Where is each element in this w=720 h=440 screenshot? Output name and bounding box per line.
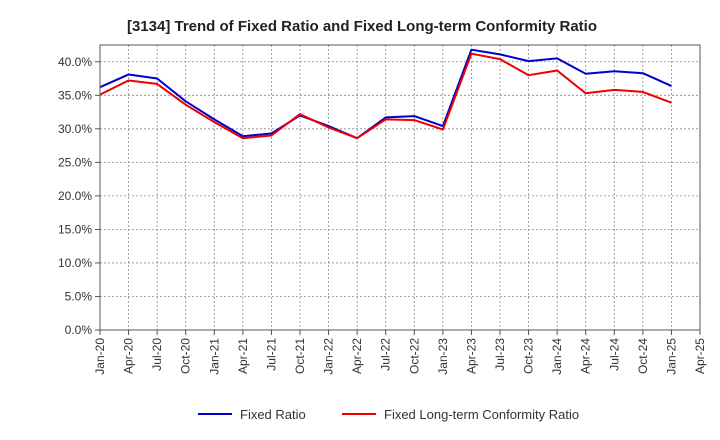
grid [100, 45, 700, 330]
y-tick-label: 25.0% [58, 155, 92, 169]
x-tick-label: Jan-23 [436, 338, 450, 375]
x-tick-label: Apr-20 [122, 338, 136, 374]
y-tick-label: 15.0% [58, 222, 92, 236]
x-tick-label: Oct-21 [293, 338, 307, 374]
chart-title: [3134] Trend of Fixed Ratio and Fixed Lo… [127, 18, 597, 35]
x-tick-label: Apr-25 [693, 338, 707, 374]
plot-frame [99, 44, 701, 331]
x-tick-label: Oct-24 [636, 338, 650, 374]
x-tick-label: Jan-20 [93, 338, 107, 375]
x-tick-label: Jul-21 [264, 338, 278, 371]
x-tick-label: Jul-23 [493, 338, 507, 371]
x-tick-label: Jan-21 [207, 338, 221, 375]
x-tick-label: Jul-22 [379, 338, 393, 371]
x-tick-label: Oct-20 [179, 338, 193, 374]
x-tick-label: Apr-23 [464, 338, 478, 374]
legend-label-1: Fixed Long-term Conformity Ratio [384, 407, 579, 422]
y-tick-label: 20.0% [58, 189, 92, 203]
y-axis: 0.0% 5.0% 10.0% 15.0% 20.0% 25.0% 30.0% 35.0% 40… [58, 55, 100, 337]
x-tick-label: Jan-25 [664, 338, 678, 375]
x-tick-label: Apr-24 [579, 338, 593, 374]
x-tick-label: Jan-22 [322, 338, 336, 375]
y-tick-label: 10.0% [58, 256, 92, 270]
x-tick-label: Oct-23 [522, 338, 536, 374]
x-tick-label: Jul-20 [150, 338, 164, 371]
y-tick-label: 5.0% [65, 289, 93, 303]
y-tick-label: 0.0% [65, 323, 93, 337]
y-tick-label: 30.0% [58, 122, 92, 136]
x-tick-label: Jul-24 [607, 338, 621, 371]
x-tick-label: Apr-21 [236, 338, 250, 374]
series-lines [99, 48, 672, 140]
series-line-1 [99, 52, 672, 140]
x-axis: Jan-20 Apr-20 Jul-20 Oct-20 Jan-21 Apr-21 Jul-… [93, 330, 707, 375]
x-tick-label: Jan-24 [550, 338, 564, 375]
y-tick-label: 40.0% [58, 55, 92, 69]
legend-label-0: Fixed Ratio [240, 407, 306, 422]
x-tick-label: Apr-22 [350, 338, 364, 374]
y-tick-label: 35.0% [58, 88, 92, 102]
series-line-0 [99, 48, 672, 140]
x-tick-label: Oct-22 [407, 338, 421, 374]
legend: Fixed Ratio Fixed Long-term Conformity Ra… [198, 407, 579, 422]
